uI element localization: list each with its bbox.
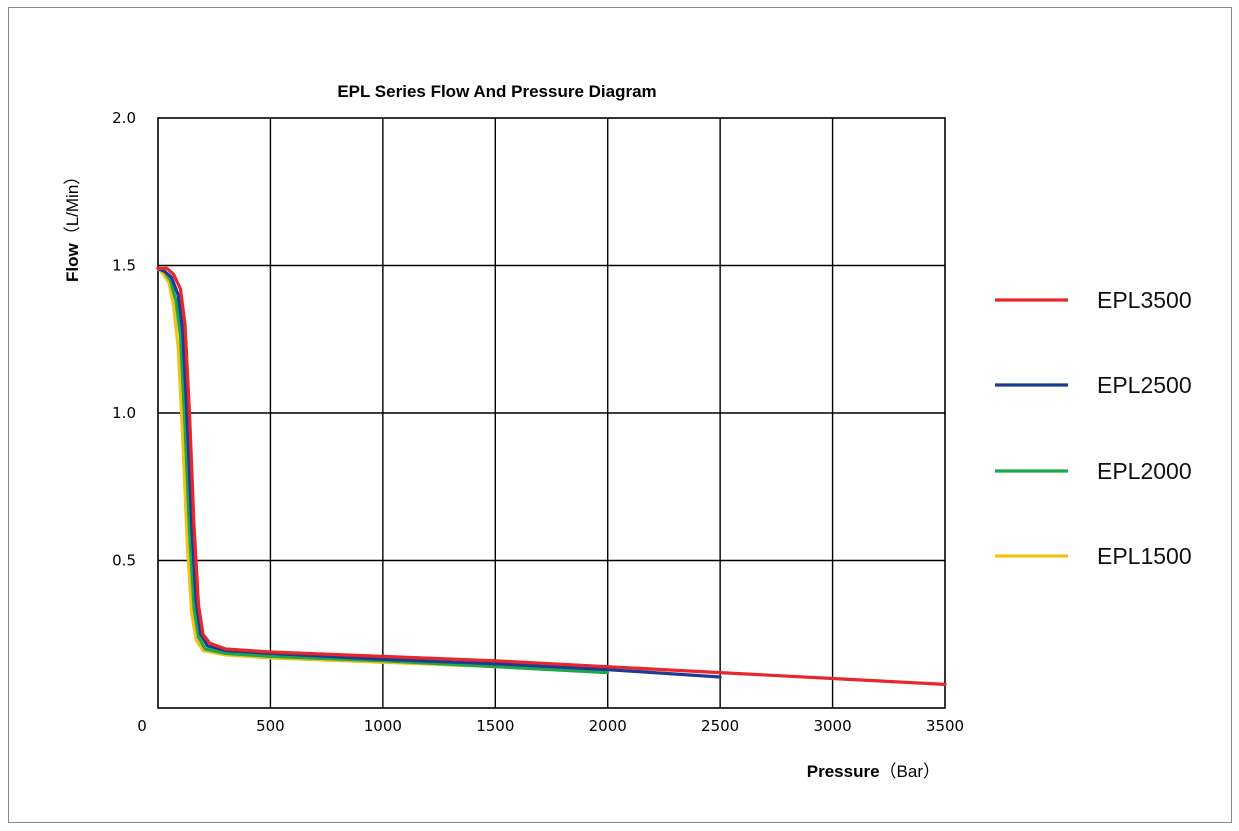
- series-line-epl2000: [156, 266, 610, 675]
- legend-item-epl3500: EPL3500: [995, 287, 1192, 313]
- plot-grid: [157, 117, 946, 709]
- series-lines: [156, 266, 947, 686]
- x-tick-label: 2000: [589, 717, 627, 735]
- x-tick-label: 2500: [701, 717, 739, 735]
- tick-labels: 0 500 1000 1500 2000 2500 3000 3500 0.5 1.0 1.5 2.0: [112, 109, 964, 735]
- x-tick-label: 0: [137, 717, 147, 735]
- series-line-epl2500: [156, 266, 722, 679]
- x-axis-label: Pressure（Bar）: [807, 762, 940, 781]
- x-tick-label: 500: [256, 717, 285, 735]
- y-tick-label: 2.0: [112, 109, 136, 127]
- x-tick-label: 3500: [926, 717, 964, 735]
- legend-label: EPL1500: [1097, 543, 1192, 569]
- y-tick-label: 1.0: [112, 404, 136, 422]
- legend-label: EPL2500: [1097, 372, 1192, 398]
- legend: EPL3500 EPL2500 EPL2000 EPL1500: [995, 287, 1192, 569]
- series-line-epl3500: [156, 266, 947, 686]
- y-tick-label: 0.5: [112, 552, 136, 570]
- legend-label: EPL2000: [1097, 458, 1192, 484]
- y-tick-label: 1.5: [112, 257, 136, 275]
- x-tick-label: 1000: [364, 717, 402, 735]
- x-tick-label: 1500: [476, 717, 514, 735]
- legend-label: EPL3500: [1097, 287, 1192, 313]
- x-axis-label-unit: （Bar）: [880, 762, 940, 781]
- y-axis-label: Flow（L/Min）: [63, 168, 82, 282]
- x-axis-label-title: Pressure: [807, 762, 880, 781]
- legend-item-epl2000: EPL2000: [995, 458, 1192, 484]
- y-axis-label-title: Flow: [63, 243, 82, 282]
- chart-title: EPL Series Flow And Pressure Diagram: [337, 82, 656, 101]
- x-tick-label: 3000: [813, 717, 851, 735]
- legend-item-epl2500: EPL2500: [995, 372, 1192, 398]
- legend-item-epl1500: EPL1500: [995, 543, 1192, 569]
- y-axis-label-unit: （L/Min）: [63, 168, 82, 244]
